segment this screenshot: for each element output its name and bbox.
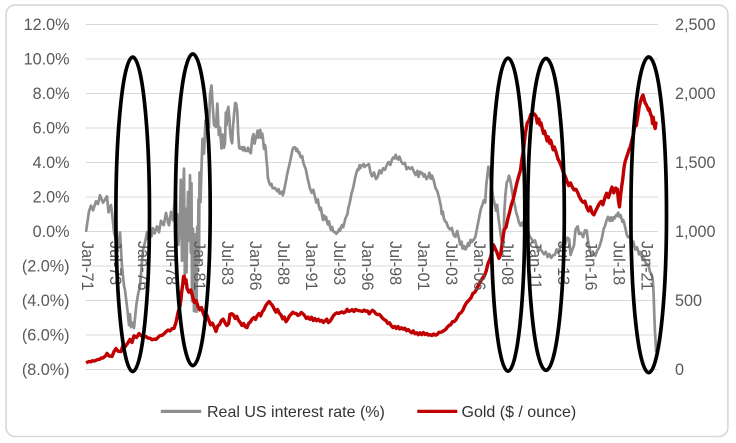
svg-text:0.0%: 0.0%	[33, 223, 70, 241]
svg-text:12.0%: 12.0%	[24, 16, 70, 34]
svg-text:Jan-96: Jan-96	[358, 241, 376, 291]
svg-text:Gold ($ / ounce): Gold ($ / ounce)	[462, 404, 577, 421]
svg-text:Jul-93: Jul-93	[330, 241, 348, 285]
svg-text:Jul-03: Jul-03	[442, 241, 460, 285]
svg-text:4.0%: 4.0%	[33, 154, 70, 172]
svg-text:8.0%: 8.0%	[33, 85, 70, 103]
svg-text:Jul-08: Jul-08	[498, 241, 516, 285]
svg-text:Jul-98: Jul-98	[386, 241, 404, 285]
svg-text:0: 0	[675, 361, 684, 379]
svg-text:500: 500	[675, 292, 702, 310]
svg-text:(2.0%): (2.0%)	[22, 258, 70, 276]
svg-text:Jul-88: Jul-88	[274, 241, 292, 285]
svg-text:6.0%: 6.0%	[33, 120, 70, 138]
svg-text:Real US interest rate (%): Real US interest rate (%)	[207, 404, 385, 421]
svg-text:(6.0%): (6.0%)	[22, 327, 70, 345]
svg-text:1,000: 1,000	[675, 223, 716, 241]
svg-text:Jan-86: Jan-86	[246, 241, 264, 291]
svg-text:10.0%: 10.0%	[24, 51, 70, 69]
svg-text:Jul-83: Jul-83	[218, 241, 236, 285]
svg-text:Jan-91: Jan-91	[302, 241, 320, 291]
svg-text:2,000: 2,000	[675, 85, 716, 103]
svg-text:Jan-81: Jan-81	[190, 241, 208, 291]
svg-text:(4.0%): (4.0%)	[22, 292, 70, 310]
svg-text:Jan-06: Jan-06	[470, 241, 488, 291]
svg-text:Jan-01: Jan-01	[414, 241, 432, 291]
svg-text:Jan-16: Jan-16	[582, 241, 600, 291]
svg-text:1,500: 1,500	[675, 154, 716, 172]
svg-text:2,500: 2,500	[675, 16, 716, 34]
svg-text:Jul-18: Jul-18	[610, 241, 628, 285]
svg-text:2.0%: 2.0%	[33, 189, 70, 207]
svg-text:Jan-21: Jan-21	[638, 241, 656, 291]
svg-text:Jan-71: Jan-71	[78, 241, 96, 291]
svg-text:(8.0%): (8.0%)	[22, 361, 70, 379]
